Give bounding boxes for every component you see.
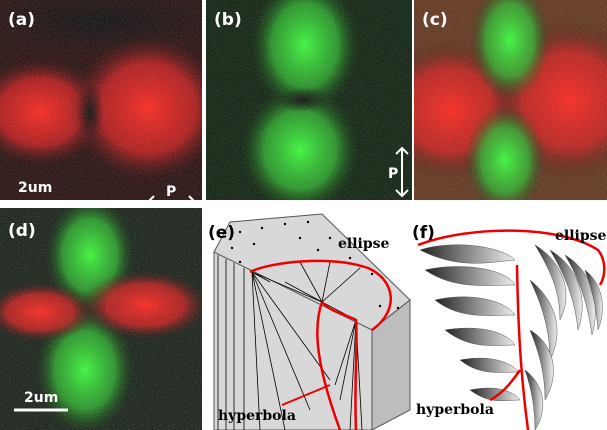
- panel-label: (f): [412, 223, 435, 243]
- polarizer-arrow: [146, 195, 197, 209]
- hyperbola-label: hyperbola: [218, 408, 296, 424]
- hyperbola-label: hyperbola: [416, 402, 494, 418]
- panel-e: [213, 213, 411, 430]
- panel-label: (a): [8, 10, 35, 30]
- panel-a: [0, 0, 202, 200]
- ellipse-label: ellipse: [555, 228, 607, 244]
- panel-label: (b): [214, 10, 242, 30]
- scale-bar-label: 2um: [24, 390, 58, 406]
- scale-bar-label: 2um: [18, 180, 52, 196]
- panel-c: [414, 0, 607, 200]
- polarizer-label: P: [388, 166, 398, 182]
- panel-f: [417, 229, 606, 430]
- polarizer-arrow: [395, 146, 409, 198]
- panel-d: [0, 208, 202, 430]
- panel-b: [206, 0, 412, 200]
- ellipse-label: ellipse: [338, 236, 390, 252]
- polarizer-label: P: [166, 184, 176, 200]
- panel-label: (d): [8, 221, 36, 241]
- panel-label: (c): [422, 10, 448, 30]
- panel-label: (e): [208, 223, 235, 243]
